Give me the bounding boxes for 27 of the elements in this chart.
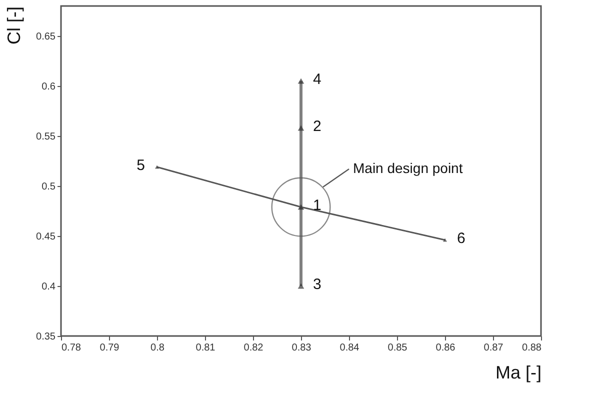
x-tick-label: 0.84 <box>340 342 360 354</box>
x-tick-label: 0.8 <box>150 342 165 354</box>
y-tick-label: 0.65 <box>36 32 56 42</box>
annotation: 5 <box>136 157 145 174</box>
y-axis-title: Cl [-] <box>4 6 24 44</box>
annotation: 1 <box>313 197 322 214</box>
x-tick-label: 0.85 <box>388 342 408 354</box>
annotation: 6 <box>457 230 466 247</box>
y-tick-label: 0.5 <box>42 182 56 192</box>
y-tick-label: 0.4 <box>42 282 56 292</box>
x-tick-label: 0.78 <box>62 342 82 354</box>
x-tick-label: 0.87 <box>484 342 504 354</box>
x-tick-label: 0.83 <box>292 342 312 354</box>
annotation: 3 <box>313 276 322 293</box>
y-tick-label: 0.6 <box>42 82 56 92</box>
x-tick-label: 0.86 <box>436 342 456 354</box>
y-tick-label: 0.55 <box>36 132 56 142</box>
x-tick-label: 0.79 <box>100 342 120 354</box>
annotation: Main design point <box>353 160 463 176</box>
x-tick-label: 0.88 <box>522 342 542 354</box>
y-tick-label: 0.45 <box>36 232 56 242</box>
x-axis-title: Ma [-] <box>495 362 542 382</box>
annotation: 2 <box>313 118 322 135</box>
x-tick-label: 0.82 <box>244 342 264 354</box>
y-tick-label: 0.35 <box>36 332 56 342</box>
annotation: 4 <box>313 71 322 88</box>
x-tick-label: 0.81 <box>196 342 216 354</box>
